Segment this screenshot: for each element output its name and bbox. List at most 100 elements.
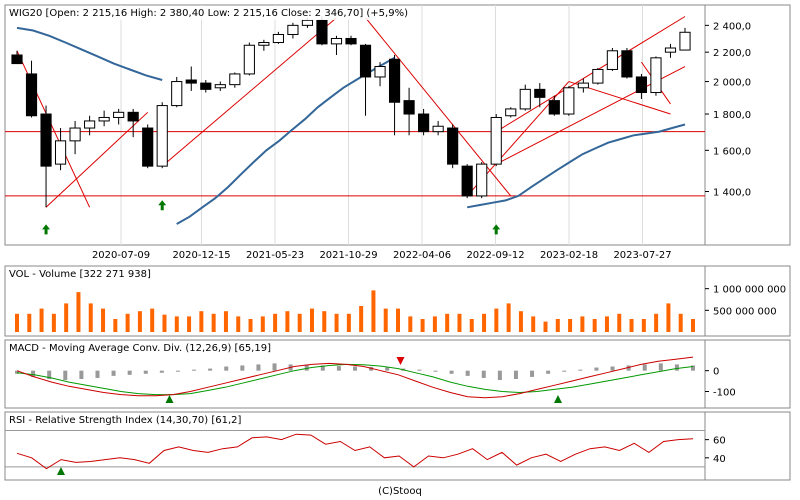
candle-body (548, 100, 560, 115)
macd-histogram-bar (15, 370, 19, 374)
buy-signal-icon (165, 395, 174, 403)
volume-bar (396, 308, 401, 332)
volume-bar (359, 306, 364, 332)
volume-bar (629, 319, 634, 332)
volume-bar (654, 313, 659, 332)
candle-body (243, 44, 255, 75)
macd-tick-label: 0 (713, 367, 719, 378)
volume-bar (518, 311, 523, 332)
macd-histogram-bar (449, 370, 454, 374)
date-label: 2021-05-23 (246, 250, 304, 261)
candle-body (156, 105, 168, 167)
macd-histogram-bar (175, 370, 180, 372)
candle-body (84, 120, 96, 129)
candle-body (113, 111, 125, 118)
volume-bar (187, 316, 192, 332)
price-title-bg (6, 6, 416, 20)
date-label: 2020-07-09 (92, 250, 150, 261)
macd-histogram-bar (143, 370, 148, 374)
candle-body (214, 84, 226, 89)
macd-histogram-bar (642, 364, 647, 371)
macd-histogram-bar (240, 365, 245, 371)
candle-body (40, 113, 52, 167)
volume-tick-label: 500 000 000 (713, 306, 777, 317)
candle-body (359, 44, 372, 78)
volume-bar (568, 319, 573, 332)
volume-bar (531, 316, 536, 332)
macd-histogram-bar (674, 364, 679, 371)
volume-bar (137, 311, 142, 332)
candle-body (98, 116, 110, 122)
trend-line (495, 16, 686, 133)
volume-bar (580, 316, 585, 332)
volume-bar (101, 308, 106, 332)
volume-bar (592, 319, 597, 332)
footer-copyright: (C)Stooq (378, 486, 422, 497)
macd-tick-label: -100 (713, 388, 736, 399)
macd-histogram-bar (224, 366, 229, 371)
candle-body (534, 88, 546, 98)
volume-bar (506, 303, 511, 332)
volume-bar (371, 290, 376, 332)
volume-bar (309, 308, 314, 332)
macd-histogram-bar (562, 370, 567, 372)
volume-bar (457, 313, 462, 332)
candle-body (229, 73, 241, 86)
rsi-panel-title: RSI - Relative Strength Index (14,30,70)… (9, 415, 242, 426)
candle-body (403, 100, 415, 115)
macd-histogram-bar (79, 370, 84, 379)
volume-bar (15, 313, 19, 332)
candle-body (664, 47, 677, 53)
macd-panel-title: MACD - Moving Average Conv. Div. (12,26,… (9, 343, 271, 354)
volume-bar (334, 313, 339, 332)
macd-histogram-bar (63, 370, 68, 381)
macd-histogram-bar (385, 367, 390, 371)
volume-bar (211, 313, 216, 332)
macd-histogram-bar (304, 364, 309, 371)
price-tick-label: 1 800,0 (713, 110, 751, 121)
candle-body (461, 165, 473, 197)
candle-body (11, 54, 23, 65)
volume-bar (494, 308, 499, 332)
candle-body (69, 127, 81, 142)
macd-line (16, 356, 694, 399)
volume-bar (236, 316, 241, 332)
volume-bar (51, 313, 56, 332)
candle-body (54, 140, 67, 165)
candle-body (345, 37, 357, 45)
price-tick-label: 1 400,0 (713, 187, 751, 198)
price-tick-label: 2 400,0 (713, 21, 751, 32)
macd-histogram-bar (272, 363, 277, 371)
volume-bar (273, 313, 278, 332)
volume-bar (617, 313, 622, 332)
volume-bar (408, 316, 413, 332)
volume-bar (64, 303, 69, 332)
volume-bar (543, 321, 548, 332)
candle-body (25, 73, 38, 117)
volume-bar (199, 311, 204, 332)
sma-line-short (16, 26, 163, 81)
macd-histogram-bar (433, 370, 438, 372)
candle-body (330, 37, 343, 45)
price-tick-label: 1 600,0 (713, 146, 751, 157)
macd-histogram-bar (497, 370, 502, 381)
volume-bar (285, 311, 290, 332)
volume-bar (641, 319, 646, 332)
macd-histogram-bar (658, 363, 663, 371)
volume-bar (27, 313, 32, 332)
date-label: 2022-09-12 (466, 250, 524, 261)
volume-bar (432, 316, 437, 332)
date-label: 2021-10-29 (319, 250, 377, 261)
macd-histogram-bar (530, 370, 535, 377)
price-tick-label: 2 000,0 (713, 78, 751, 89)
volume-bar (666, 303, 671, 332)
volume-tick-label: 1 000 000 000 (713, 285, 786, 296)
volume-bar (150, 308, 155, 332)
macd-histogram-bar (465, 370, 470, 376)
date-label: 2020-12-15 (172, 250, 230, 261)
candle-body (519, 88, 531, 110)
candle-body (388, 58, 401, 103)
volume-bar (260, 316, 265, 332)
candle-body (635, 76, 648, 94)
